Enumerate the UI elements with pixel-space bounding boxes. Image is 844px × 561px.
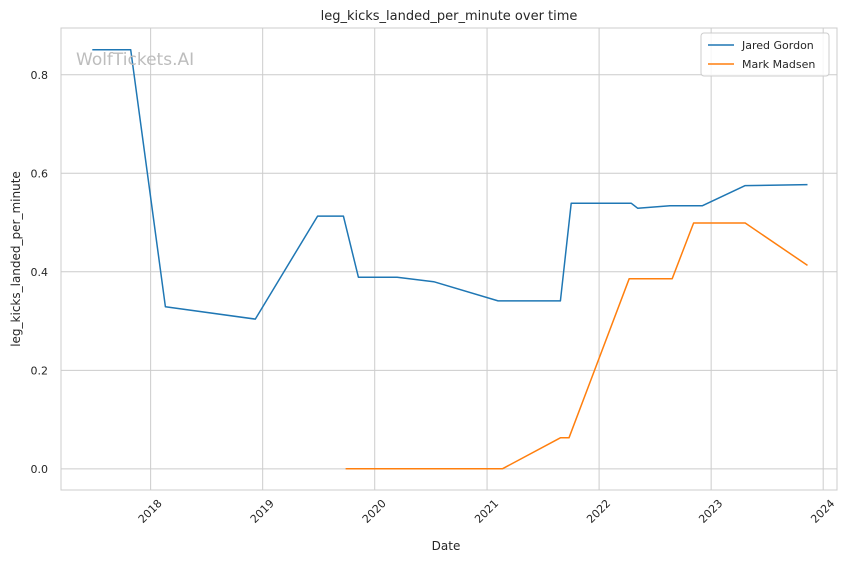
legend-label-mark-madsen: Mark Madsen: [742, 58, 815, 71]
chart-title: leg_kicks_landed_per_minute over time: [321, 9, 578, 24]
series-line-jared-gordon: [92, 48, 808, 320]
series-line-mark-madsen: [345, 222, 808, 470]
y-tick-label: 0.0: [31, 463, 49, 476]
y-tick-label: 0.6: [31, 167, 49, 180]
legend-label-jared-gordon: Jared Gordon: [741, 39, 814, 52]
legend-box: [700, 32, 830, 77]
y-axis-ticks: 0.0 0.2 0.4 0.6 0.8: [31, 69, 49, 476]
series-group: [92, 48, 808, 470]
y-axis-label: leg_kicks_landed_per_minute: [9, 171, 23, 347]
watermark: WolfTickets.AI: [76, 50, 194, 70]
grid: [61, 28, 837, 490]
y-tick-label: 0.4: [31, 266, 49, 279]
x-axis-label: Date: [432, 539, 461, 553]
legend: Jared Gordon Mark Madsen: [700, 32, 830, 77]
plot-frame: [60, 27, 838, 491]
y-tick-label: 0.8: [31, 69, 49, 82]
y-tick-label: 0.2: [31, 364, 49, 377]
